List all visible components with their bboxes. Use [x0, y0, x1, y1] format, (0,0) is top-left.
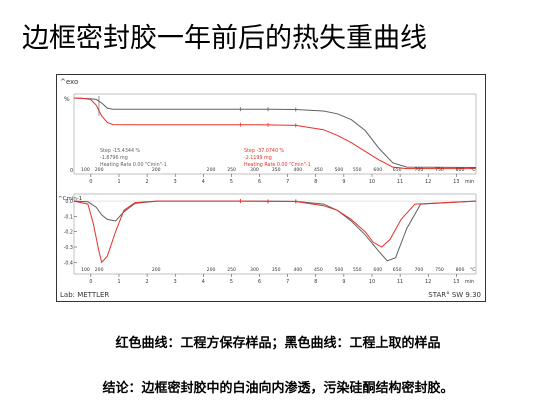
time-tick-label: 2 — [146, 179, 149, 185]
time-tick-label: 7 — [286, 179, 289, 185]
legend-note: 红色曲线：工程方保存样品；黑色曲线：工程上取的样品 — [115, 336, 441, 351]
temp-tick-label: 800 — [456, 167, 465, 173]
bottom-ytick-label: -0.1 — [64, 214, 73, 220]
temp-tick-label: 650 — [393, 167, 402, 173]
conclusion: 结论：边框密封胶中的白油向内渗透，污染硅酮结构密封胶。 — [102, 381, 454, 396]
temp-tick-label: 300 — [250, 267, 259, 273]
temp-tick-label: 700 — [415, 267, 424, 273]
top-ylabel: % — [64, 96, 70, 103]
time-tick-label: 12 — [425, 279, 431, 285]
time-tick-label: 11 — [397, 279, 403, 285]
temp-tick-label: 200 — [152, 167, 161, 173]
temp-tick-label: 200 — [152, 267, 161, 273]
temp-tick-label: 250 — [227, 267, 236, 273]
tga-series-red — [73, 97, 476, 170]
bottom-ylabel: ^Cmin-1 — [58, 196, 82, 202]
time-tick-label: 8 — [314, 279, 317, 285]
temp-tick-label: 400 — [293, 167, 302, 173]
temp-tick-label: 550 — [353, 267, 362, 273]
temp-tick-label: 650 — [393, 267, 402, 273]
time-tick-label: 0 — [89, 179, 92, 185]
time-tick-label: 9 — [342, 179, 345, 185]
time-tick-label: 3 — [174, 179, 177, 185]
temp-tick-label: 100 — [81, 167, 90, 173]
chart-frame — [56, 74, 486, 302]
temp-tick-label: 750 — [435, 167, 444, 173]
time-tick-label: 9 — [342, 279, 345, 285]
time-tick-label: 5 — [230, 279, 233, 285]
time-tick-label: 3 — [174, 279, 177, 285]
annotation-red-line: Heating Rate 0.00 "Cmin"-1 — [244, 162, 311, 168]
tga-series-black — [73, 97, 477, 168]
temp-tick-label: 350 — [272, 267, 281, 273]
top-ytick-label: 0 — [70, 168, 73, 174]
time-tick-label: 10 — [369, 279, 375, 285]
time-tick-label: 13 — [453, 279, 459, 285]
footer-software: STAR° SW 9.30 — [428, 291, 481, 299]
annotation-black-line: -1.8796 mg — [100, 155, 128, 161]
time-tick-label: 8 — [314, 179, 317, 185]
temp-tick-label: 450 — [314, 167, 323, 173]
time-tick-label: 11 — [397, 179, 403, 185]
temp-tick-label: 400 — [293, 267, 302, 273]
dtg-series-black — [73, 200, 477, 262]
temp-tick-label: 200 — [95, 267, 104, 273]
time-tick-label: 1 — [117, 279, 120, 285]
temp-tick-label: 500 — [335, 167, 344, 173]
bottom-ytick-label: -0.4 — [64, 260, 73, 266]
temp-unit: °C — [470, 267, 476, 273]
time-tick-label: 7 — [286, 279, 289, 285]
temp-tick-label: 550 — [353, 167, 362, 173]
tga-plot: ^exo % Step -15.4344 % -1.8796 mg Heating… — [56, 74, 486, 302]
time-tick-label: 0 — [89, 279, 92, 285]
temp-tick-label: 350 — [272, 167, 281, 173]
annotation-black-line: Step -15.4344 % — [100, 148, 141, 154]
time-tick-label: 6 — [258, 179, 261, 185]
temp-tick-label: 450 — [314, 267, 323, 273]
temp-tick-label: 250 — [227, 167, 236, 173]
time-tick-label: 4 — [202, 179, 205, 185]
bottom-panel-box — [73, 193, 477, 275]
temp-tick-label: 600 — [373, 167, 382, 173]
footer-lab: Lab: METTLER — [60, 291, 109, 299]
temp-tick-label: 200 — [207, 267, 216, 273]
corner-label: ^exo — [60, 78, 78, 86]
time-tick-label: 1 — [117, 179, 120, 185]
top-panel-box — [73, 93, 477, 175]
time-tick-label: 5 — [230, 179, 233, 185]
temp-tick-label: 750 — [435, 267, 444, 273]
temp-tick-label: 600 — [373, 267, 382, 273]
dtg-series-red — [73, 200, 477, 264]
time-tick-label: 2 — [146, 279, 149, 285]
temp-tick-label: 200 — [95, 167, 104, 173]
time-tick-label: 4 — [202, 279, 205, 285]
time-tick-label: 12 — [425, 179, 431, 185]
temp-tick-label: 800 — [456, 267, 465, 273]
bottom-ytick-label: -0.3 — [64, 245, 73, 251]
time-tick-label: 10 — [369, 179, 375, 185]
temp-tick-label: 100 — [81, 267, 90, 273]
annotation-black-line: Heating Rate 0.00 "Cmin"-1 — [100, 162, 167, 168]
time-tick-label: 6 — [258, 279, 261, 285]
tga-dtg-chart: ^exo % Step -15.4344 % -1.8796 mgHeating… — [56, 74, 486, 302]
annotation-red-line: Step -37.0740 % — [244, 148, 285, 154]
bottom-ytick-label: -0.2 — [64, 230, 73, 236]
temp-tick-label: 200 — [207, 167, 216, 173]
annotation-red-line: -2.1199 mg — [244, 155, 272, 161]
temp-tick-label: 500 — [335, 267, 344, 273]
time-unit: min — [465, 179, 474, 185]
time-unit: min — [465, 279, 474, 285]
time-tick-label: 13 — [453, 179, 459, 185]
temp-unit: °C — [470, 167, 476, 173]
bottom-ytick-label: 0.0 — [65, 199, 73, 205]
temp-tick-label: 300 — [250, 167, 259, 173]
slide-title: 边框密封胶一年前后的热失重曲线 — [22, 23, 427, 54]
temp-tick-label: 700 — [415, 167, 424, 173]
